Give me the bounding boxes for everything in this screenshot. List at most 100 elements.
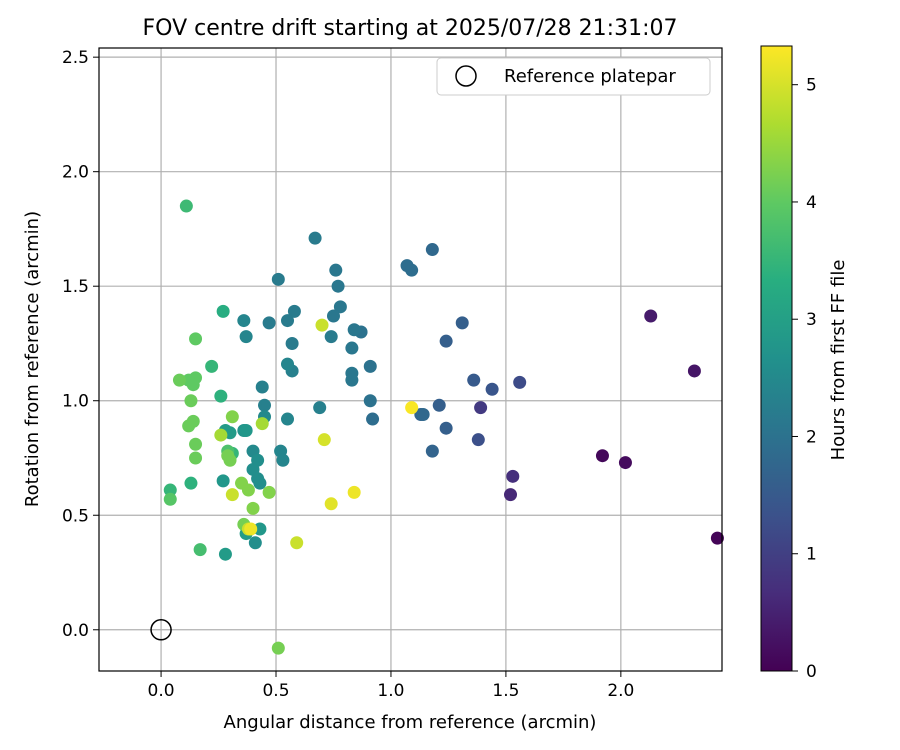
data-point [184,394,198,408]
data-point [405,401,419,415]
reference-marker-group [150,619,172,641]
colorbar-fill [760,45,793,672]
data-point [287,304,301,318]
legend-box [436,57,711,96]
data-point [189,332,203,346]
data-point [253,476,267,490]
chart-title: FOV centre drift starting at 2025/07/28 … [143,16,678,41]
data-point [186,378,200,392]
data-point [182,419,196,433]
colorbar-ticks: 0 1 2 3 4 5 [792,76,817,682]
data-point [618,456,632,470]
data-point [347,485,361,499]
data-point [163,492,177,506]
data-point [455,316,469,330]
data-point [425,444,439,458]
data-point [205,359,219,373]
data-point [241,483,255,497]
data-point [239,330,253,344]
y-axis-label: Rotation from reference (arcmin) [22,211,43,507]
data-point [244,522,258,536]
data-point [471,433,485,447]
data-point [513,375,527,389]
data-point [345,373,359,387]
data-point [271,272,285,286]
data-point [308,231,322,245]
data-point [687,364,701,378]
x-axis-ticks: 0.0 0.5 1.0 1.5 2.0 [148,671,634,701]
colorbar-tick-label: 5 [806,76,817,96]
data-point [285,336,299,350]
data-point [506,469,520,483]
plot-frame [98,47,723,672]
data-point [644,309,658,323]
data-point [467,373,481,387]
data-point [237,314,251,328]
y-tick-label: 1.0 [62,392,89,412]
colorbar: 0 1 2 3 4 5 Hours from first FF file [760,45,849,682]
data-point [317,433,331,447]
reference-marker [150,619,172,641]
legend: Reference platepar [436,57,711,96]
y-tick-label: 0.5 [62,506,89,526]
data-point [439,334,453,348]
y-axis-ticks: 0.0 0.5 1.0 1.5 2.0 2.5 [62,48,99,641]
data-point [281,412,295,426]
legend-entry-reference: Reference platepar [504,66,676,87]
data-point [189,451,203,465]
y-tick-label: 0.0 [62,621,89,641]
data-point [253,522,267,536]
x-tick-label: 0.0 [148,681,175,701]
data-point [216,474,230,488]
x-axis-label: Angular distance from reference (arcmin) [224,712,597,733]
data-point [214,389,228,403]
data-point [710,531,724,545]
x-tick-label: 2.0 [607,681,634,701]
data-point [255,380,269,394]
data-point [347,323,361,337]
data-point [276,453,290,467]
colorbar-tick-label: 3 [806,310,817,330]
data-point [315,318,329,332]
data-point [179,199,193,213]
data-point [333,300,347,314]
data-point [329,263,343,277]
data-point [416,407,430,421]
data-point [172,373,186,387]
data-point [225,410,239,424]
x-tick-label: 1.0 [377,681,404,701]
data-point [363,359,377,373]
data-point [485,382,499,396]
data-point [271,641,285,655]
data-point [255,417,269,431]
data-point [439,421,453,435]
data-point [331,279,345,293]
data-point [216,304,230,318]
data-point [281,357,295,371]
data-point [432,398,446,412]
data-point [239,424,253,438]
x-tick-label: 0.5 [262,681,289,701]
data-point [313,401,327,415]
data-point [246,501,260,515]
data-point [345,341,359,355]
y-tick-label: 1.5 [62,277,89,297]
data-point [363,394,377,408]
grid-lines [99,48,722,671]
y-tick-label: 2.0 [62,163,89,183]
data-point [324,330,338,344]
data-point [189,437,203,451]
data-point [425,243,439,257]
data-point [326,309,340,323]
data-point [262,316,276,330]
colorbar-tick-label: 2 [806,427,817,447]
data-point [258,398,272,412]
data-point [262,485,276,499]
data-point [184,476,198,490]
data-point [193,543,207,557]
data-point [218,547,232,561]
data-point [474,401,488,415]
data-point [595,449,609,463]
legend-marker-reference [455,65,477,87]
data-point [290,536,304,550]
